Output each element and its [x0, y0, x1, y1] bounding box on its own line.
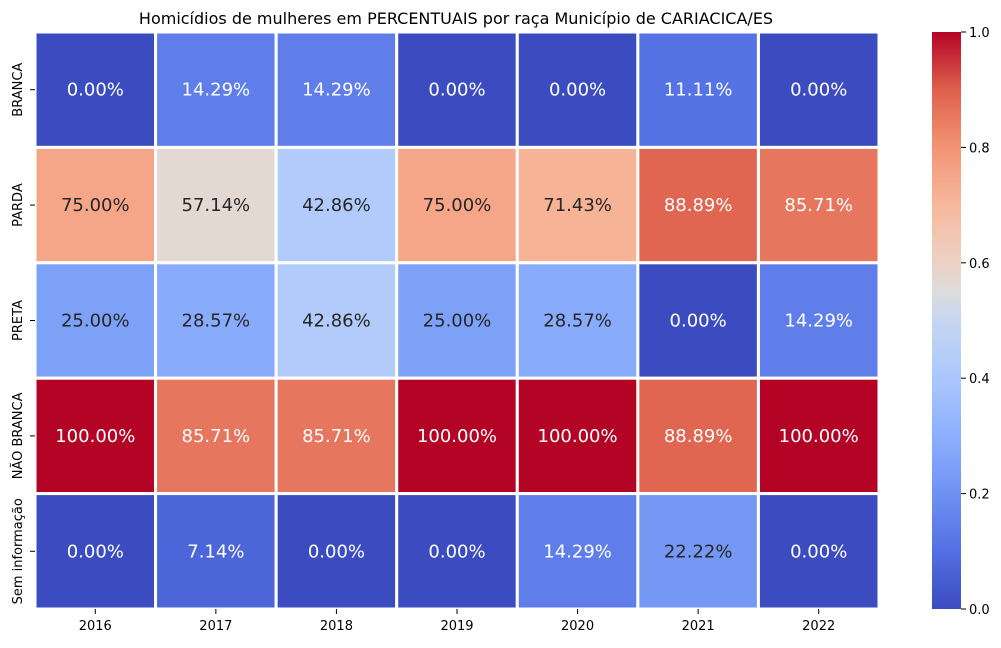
- colorbar-tick-label: 0.4: [969, 372, 990, 387]
- cell-annotation: 0.00%: [67, 541, 124, 562]
- y-tick-label: PARDA: [11, 183, 26, 227]
- cell-annotation: 100.00%: [538, 426, 618, 447]
- colorbar: 0.0 0.2 0.4 0.6 0.8 1.0: [932, 26, 990, 618]
- cell-annotation: 0.00%: [790, 541, 847, 562]
- cell-annotation: 0.00%: [549, 80, 606, 101]
- cell-annotation: 42.86%: [302, 311, 371, 332]
- x-tick-label: 2018: [320, 619, 353, 634]
- cell-annotation: 85.71%: [784, 195, 853, 216]
- cell-annotation: 7.14%: [187, 541, 244, 562]
- x-tick-label: 2019: [440, 619, 473, 634]
- cell-annotation: 88.89%: [664, 195, 733, 216]
- cell-annotation: 75.00%: [423, 195, 492, 216]
- cell-annotation: 0.00%: [670, 311, 727, 332]
- y-tick-label: PRETA: [11, 300, 26, 341]
- heatmap-cell: [395, 261, 519, 380]
- cell-annotation: 0.00%: [428, 80, 485, 101]
- colorbar-gradient: [932, 32, 961, 609]
- cell-annotation: 28.57%: [543, 311, 612, 332]
- heatmap-cell: [756, 145, 881, 265]
- colorbar-tick-label: 0.8: [969, 141, 990, 156]
- heatmap-cell: [636, 261, 760, 380]
- cell-annotation: 85.71%: [182, 426, 251, 447]
- cell-annotation: 85.71%: [302, 426, 371, 447]
- cell-annotation: 42.86%: [302, 195, 371, 216]
- cell-annotation: 28.57%: [182, 311, 251, 332]
- x-tick-label: 2022: [802, 619, 835, 634]
- heatmap-cell: [33, 492, 158, 611]
- x-tick-label: 2020: [561, 619, 594, 634]
- colorbar-tick-label: 1.0: [969, 26, 990, 41]
- heatmap-cell: [636, 30, 760, 149]
- cell-annotation: 14.29%: [182, 80, 251, 101]
- cell-annotation: 100.00%: [55, 426, 135, 447]
- cell-annotation: 14.29%: [543, 541, 612, 562]
- y-tick-label: BRANCA: [11, 63, 26, 117]
- cell-annotation: 100.00%: [779, 426, 859, 447]
- y-tick-label: NÃO BRANCA: [10, 392, 26, 479]
- cell-annotation: 57.14%: [182, 195, 251, 216]
- x-tick-label: 2021: [682, 619, 715, 634]
- cell-annotation: 0.00%: [308, 541, 365, 562]
- heatmap-cell: [636, 376, 760, 496]
- cell-annotation: 0.00%: [428, 541, 485, 562]
- cell-annotation: 71.43%: [543, 195, 612, 216]
- heatmap-cell: [274, 261, 399, 380]
- y-tick-label: Sem informação: [11, 498, 26, 604]
- cell-annotation: 14.29%: [784, 311, 853, 332]
- heatmap-cell: [756, 261, 881, 380]
- cell-annotation: 0.00%: [790, 80, 847, 101]
- heatmap-cell: [154, 261, 278, 380]
- heatmap-cell: [154, 30, 278, 149]
- heatmap-cell: [154, 376, 278, 496]
- heatmap-cell: [515, 261, 640, 380]
- cell-annotation: 11.11%: [664, 80, 733, 101]
- heatmap-cell: [33, 376, 158, 496]
- cell-annotation: 75.00%: [61, 195, 130, 216]
- cell-annotation: 88.89%: [664, 426, 733, 447]
- heatmap-cell: [274, 492, 399, 611]
- colorbar-tick-label: 0.2: [969, 488, 990, 503]
- x-tick-label: 2017: [199, 619, 232, 634]
- y-axis: BRANCA PARDA PRETA NÃO BRANCA Sem informação: [10, 63, 35, 604]
- x-axis: 2016 2017 2018 2019 2020 2021 2022: [79, 609, 835, 634]
- chart-title: Homicídios de mulheres em PERCENTUAIS po…: [139, 9, 773, 28]
- colorbar-tick-label: 0.6: [969, 257, 990, 272]
- colorbar-tick-label: 0.0: [969, 603, 990, 618]
- x-tick-label: 2016: [79, 619, 112, 634]
- cell-annotation: 14.29%: [302, 80, 371, 101]
- cell-annotation: 22.22%: [664, 541, 733, 562]
- cell-annotation: 25.00%: [61, 311, 130, 332]
- cell-annotation: 25.00%: [423, 311, 492, 332]
- heatmap-cell: [756, 376, 881, 496]
- heatmap-cell: [515, 145, 640, 265]
- cell-annotation: 0.00%: [67, 80, 124, 101]
- cell-annotation: 100.00%: [417, 426, 497, 447]
- heatmap-cells: 0.00% 14.29% 14.29% 0.00% 0.00% 11.11% 0.00% 75…: [33, 30, 881, 611]
- heatmap-cell: [274, 145, 399, 265]
